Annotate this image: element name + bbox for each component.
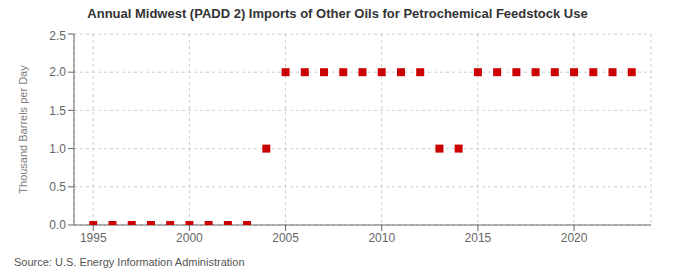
svg-text:0.0: 0.0 (49, 218, 66, 232)
svg-text:2020: 2020 (561, 231, 588, 245)
svg-text:2010: 2010 (368, 231, 395, 245)
svg-text:2.0: 2.0 (49, 65, 66, 79)
svg-text:2.5: 2.5 (49, 29, 66, 43)
svg-text:Thousand Barrels per Day: Thousand Barrels per Day (17, 65, 29, 194)
svg-text:1.0: 1.0 (49, 142, 66, 156)
svg-text:1995: 1995 (80, 231, 107, 245)
svg-text:2000: 2000 (176, 231, 203, 245)
html-text:Source: U.S. Energy Informatio: Source: U.S. Energy Information Administ… (14, 256, 245, 268)
svg-text:2005: 2005 (272, 231, 299, 245)
svg-text:2015: 2015 (465, 231, 492, 245)
svg-text:0.5: 0.5 (49, 180, 66, 194)
html-text:Annual Midwest (PADD 2) Import: Annual Midwest (PADD 2) Imports of Other… (87, 6, 588, 21)
svg-text:1.5: 1.5 (49, 104, 66, 118)
